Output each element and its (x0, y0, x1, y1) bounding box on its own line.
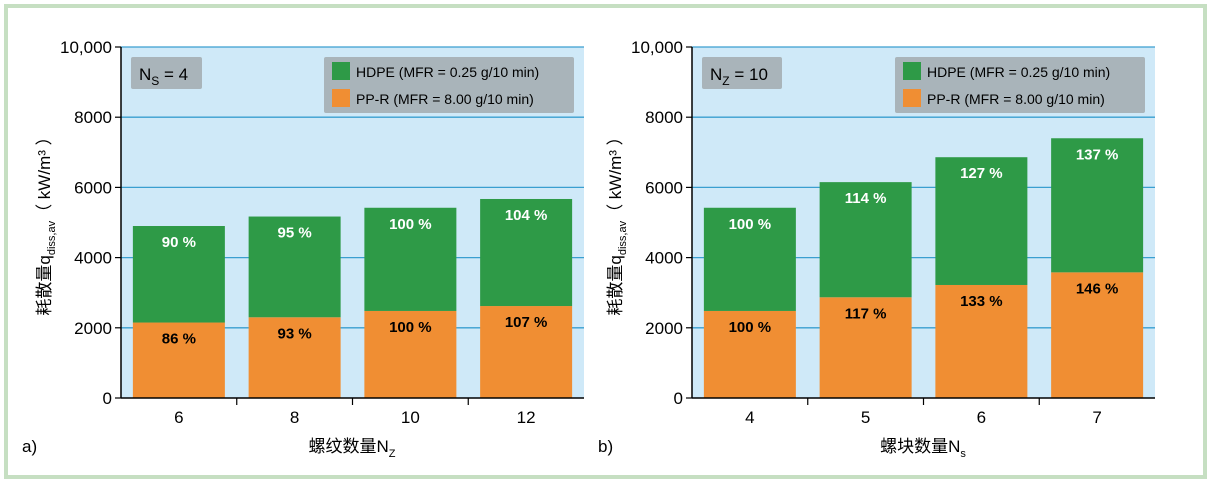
y-tick-label: 8000 (74, 108, 112, 127)
legend-swatch-hdpe-b (903, 62, 921, 80)
x-tick-label: 12 (517, 408, 536, 427)
legend-b: HDPE (MFR = 0.25 g/10 min) PP-R (MFR = 8… (895, 57, 1145, 113)
bar-hdpe (480, 198, 573, 307)
y-tick-label: 0 (674, 389, 683, 408)
bars-b: 100 % 100 % 117 % 114 % 133 % 127 % 146 % 137 % (703, 138, 1144, 398)
x-axis-label-b: 螺块数量Ns (880, 437, 966, 460)
bar-ppr (1051, 272, 1144, 398)
data-label-hdpe: 90 % (162, 234, 196, 251)
x-tick-label: 10 (401, 408, 420, 427)
badge-bg-a (131, 57, 202, 89)
bar-ppr (935, 284, 1028, 398)
panel-b: 100 % 100 % 117 % 114 % 133 % 127 % 146 % 137 %… (598, 38, 1155, 460)
data-label-hdpe: 127 % (960, 165, 1003, 182)
y-ticks-b: 0 2000 4000 6000 8000 10,000 (631, 38, 692, 408)
bar-hdpe (703, 207, 796, 311)
data-label-ppr: 146 % (1076, 280, 1119, 297)
data-label-hdpe: 137 % (1076, 146, 1119, 163)
legend-label-ppr-b: PP-R (MFR = 8.00 g/10 min) (927, 91, 1105, 107)
data-label-ppr: 86 % (162, 331, 196, 348)
bar-hdpe (364, 207, 457, 311)
y-tick-label: 6000 (645, 178, 683, 197)
y-ticks-a: 0 2000 4000 6000 8000 10,000 (60, 38, 121, 408)
panel-a: 86 % 90 % 93 % 95 % 100 % 100 % 107 % 104 % 0 20… (22, 38, 584, 460)
data-label-ppr: 107 % (505, 314, 548, 331)
x-ticks-b: 4 5 6 7 (745, 398, 1102, 427)
legend-a: HDPE (MFR = 0.25 g/10 min) PP-R (MFR = 8… (324, 57, 574, 113)
bar-ppr (480, 306, 573, 398)
bar-hdpe (132, 226, 225, 323)
x-tick-label: 8 (290, 408, 299, 427)
y-tick-label: 4000 (74, 249, 112, 268)
panel-label-b: b) (598, 437, 613, 456)
bar-hdpe (935, 157, 1028, 285)
bar-ppr (364, 310, 457, 398)
x-ticks-a: 6 8 10 12 (174, 398, 536, 427)
data-label-ppr: 100 % (729, 319, 772, 336)
legend-label-ppr-a: PP-R (MFR = 8.00 g/10 min) (356, 91, 534, 107)
bar-ppr (248, 317, 341, 398)
y-tick-label: 8000 (645, 108, 683, 127)
y-axis-label-a: 耗散量qdiss,av（ kW/m³ ） (35, 128, 58, 315)
panel-label-a: a) (22, 437, 37, 456)
x-tick-label: 5 (861, 408, 870, 427)
y-axis-label-b: 耗散量qdiss,av（ kW/m³ ） (606, 128, 629, 315)
y-tick-label: 2000 (74, 319, 112, 338)
y-tick-label: 4000 (645, 249, 683, 268)
legend-box-a (324, 57, 574, 113)
bar-ppr (819, 297, 912, 398)
legend-swatch-ppr-a (332, 89, 350, 107)
data-label-hdpe: 100 % (729, 216, 772, 233)
badge-b: NZ = 10 (702, 57, 782, 89)
bar-hdpe (1051, 138, 1144, 273)
data-label-hdpe: 100 % (389, 216, 432, 233)
x-tick-label: 7 (1092, 408, 1101, 427)
legend-label-hdpe-a: HDPE (MFR = 0.25 g/10 min) (356, 64, 539, 80)
legend-box-b (895, 57, 1145, 113)
bar-hdpe (248, 216, 341, 318)
badge-bg-b (702, 57, 782, 89)
x-tick-label: 4 (745, 408, 754, 427)
badge-text-a: NS = 4 (139, 65, 188, 88)
data-label-hdpe: 95 % (278, 225, 312, 242)
y-tick-label: 10,000 (60, 38, 112, 57)
bar-ppr (132, 322, 225, 398)
data-label-ppr: 93 % (278, 325, 312, 342)
x-tick-label: 6 (174, 408, 183, 427)
y-tick-label: 2000 (645, 319, 683, 338)
y-tick-label: 10,000 (631, 38, 683, 57)
data-label-hdpe: 104 % (505, 207, 548, 224)
bars-a: 86 % 90 % 93 % 95 % 100 % 100 % 107 % 104 % (132, 198, 573, 398)
legend-label-hdpe-b: HDPE (MFR = 0.25 g/10 min) (927, 64, 1110, 80)
x-axis-label-a: 螺纹数量NZ (308, 437, 395, 460)
legend-swatch-ppr-b (903, 89, 921, 107)
x-tick-label: 6 (977, 408, 986, 427)
bar-ppr (703, 310, 796, 398)
badge-text-b: NZ = 10 (710, 65, 768, 88)
bar-hdpe (819, 182, 912, 298)
badge-a: NS = 4 (131, 57, 202, 89)
data-label-ppr: 100 % (389, 319, 432, 336)
legend-swatch-hdpe-a (332, 62, 350, 80)
data-label-ppr: 133 % (960, 293, 1003, 310)
data-label-ppr: 117 % (845, 305, 887, 322)
y-tick-label: 6000 (74, 178, 112, 197)
data-label-hdpe: 114 % (845, 190, 887, 207)
y-tick-label: 0 (103, 389, 112, 408)
